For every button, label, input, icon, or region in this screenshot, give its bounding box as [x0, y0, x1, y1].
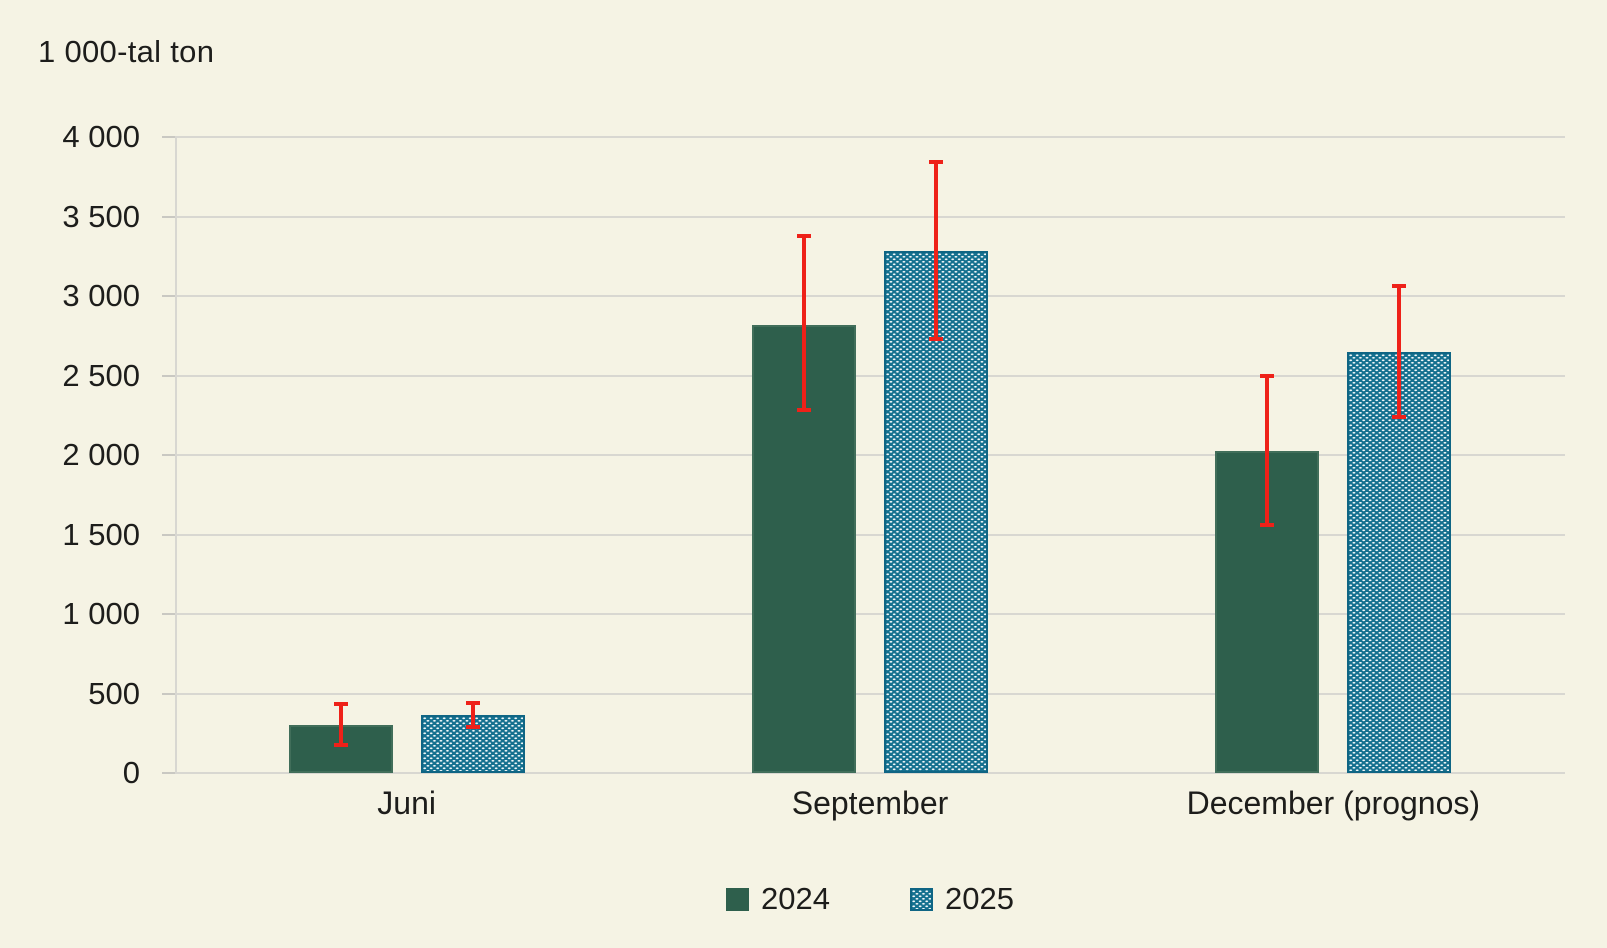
error-bar: [1260, 373, 1275, 527]
y-axis-tick: [162, 454, 175, 456]
gridline: [175, 295, 1565, 297]
legend-item-2024: 2024: [726, 881, 830, 917]
error-bar-cap-bottom: [333, 742, 348, 747]
error-bar-cap-bottom: [465, 725, 480, 730]
x-axis-label: December (prognos): [1186, 785, 1481, 821]
gridline: [175, 215, 1565, 218]
y-axis-tick-label: 3 500: [62, 198, 140, 234]
x-axis-label: Juni: [377, 785, 437, 821]
y-axis-tick: [162, 613, 175, 615]
y-axis-unit-label: 1 000-tal ton: [38, 34, 215, 69]
y-axis-tick: [162, 295, 175, 297]
y-axis-tick-label: 1 500: [62, 516, 140, 552]
error-bar-cap-bottom: [929, 336, 943, 341]
y-axis-tick-label: 4 000: [62, 119, 140, 154]
y-axis-tick: [162, 772, 175, 774]
y-axis-tick: [162, 136, 175, 138]
legend-swatch-2025: [910, 887, 933, 911]
y-axis-line: [175, 137, 177, 773]
legend: 2024 2025: [175, 881, 1565, 917]
gridline: [175, 374, 1565, 377]
legend-swatch-2024: [726, 887, 750, 911]
error-bar-stem: [1265, 373, 1270, 527]
gridline: [175, 613, 1565, 615]
error-bar-cap-bottom: [797, 408, 811, 413]
error-bar-stem: [802, 233, 806, 413]
error-bar-stem: [934, 160, 938, 341]
gridline: [175, 533, 1565, 536]
error-bar: [333, 702, 348, 747]
x-axis-label: September: [791, 785, 949, 821]
gridline: [175, 136, 1565, 138]
legend-label: 2025: [945, 881, 1014, 916]
y-axis-tick-label: 1 000: [62, 596, 140, 631]
error-bar: [465, 701, 480, 730]
y-axis-tick-label: 0: [122, 755, 140, 790]
legend-item-2025: 2025: [910, 881, 1014, 917]
y-axis-tick-label: 2 000: [62, 437, 140, 472]
error-bar: [929, 160, 943, 341]
legend-label: 2024: [761, 881, 830, 916]
error-bar-stem: [470, 701, 475, 730]
bar-2025-december-prognos-: [1347, 351, 1452, 773]
y-axis-tick-label: 2 500: [62, 357, 140, 393]
error-bar: [1392, 284, 1407, 420]
error-bar-cap-bottom: [1392, 415, 1407, 420]
y-axis-tick-label: 3 000: [62, 278, 140, 313]
y-axis-tick: [162, 374, 175, 377]
gridline: [175, 692, 1565, 695]
error-bar: [797, 233, 811, 413]
error-bar-stem: [1397, 284, 1402, 420]
y-axis-tick: [162, 215, 175, 218]
y-axis-tick: [162, 692, 175, 695]
y-axis-tick: [162, 533, 175, 536]
error-bar-cap-bottom: [1260, 522, 1275, 527]
gridline: [175, 454, 1565, 456]
error-bar-stem: [338, 702, 343, 747]
y-axis-tick-label: 500: [88, 675, 140, 711]
gridline: [175, 772, 1565, 774]
